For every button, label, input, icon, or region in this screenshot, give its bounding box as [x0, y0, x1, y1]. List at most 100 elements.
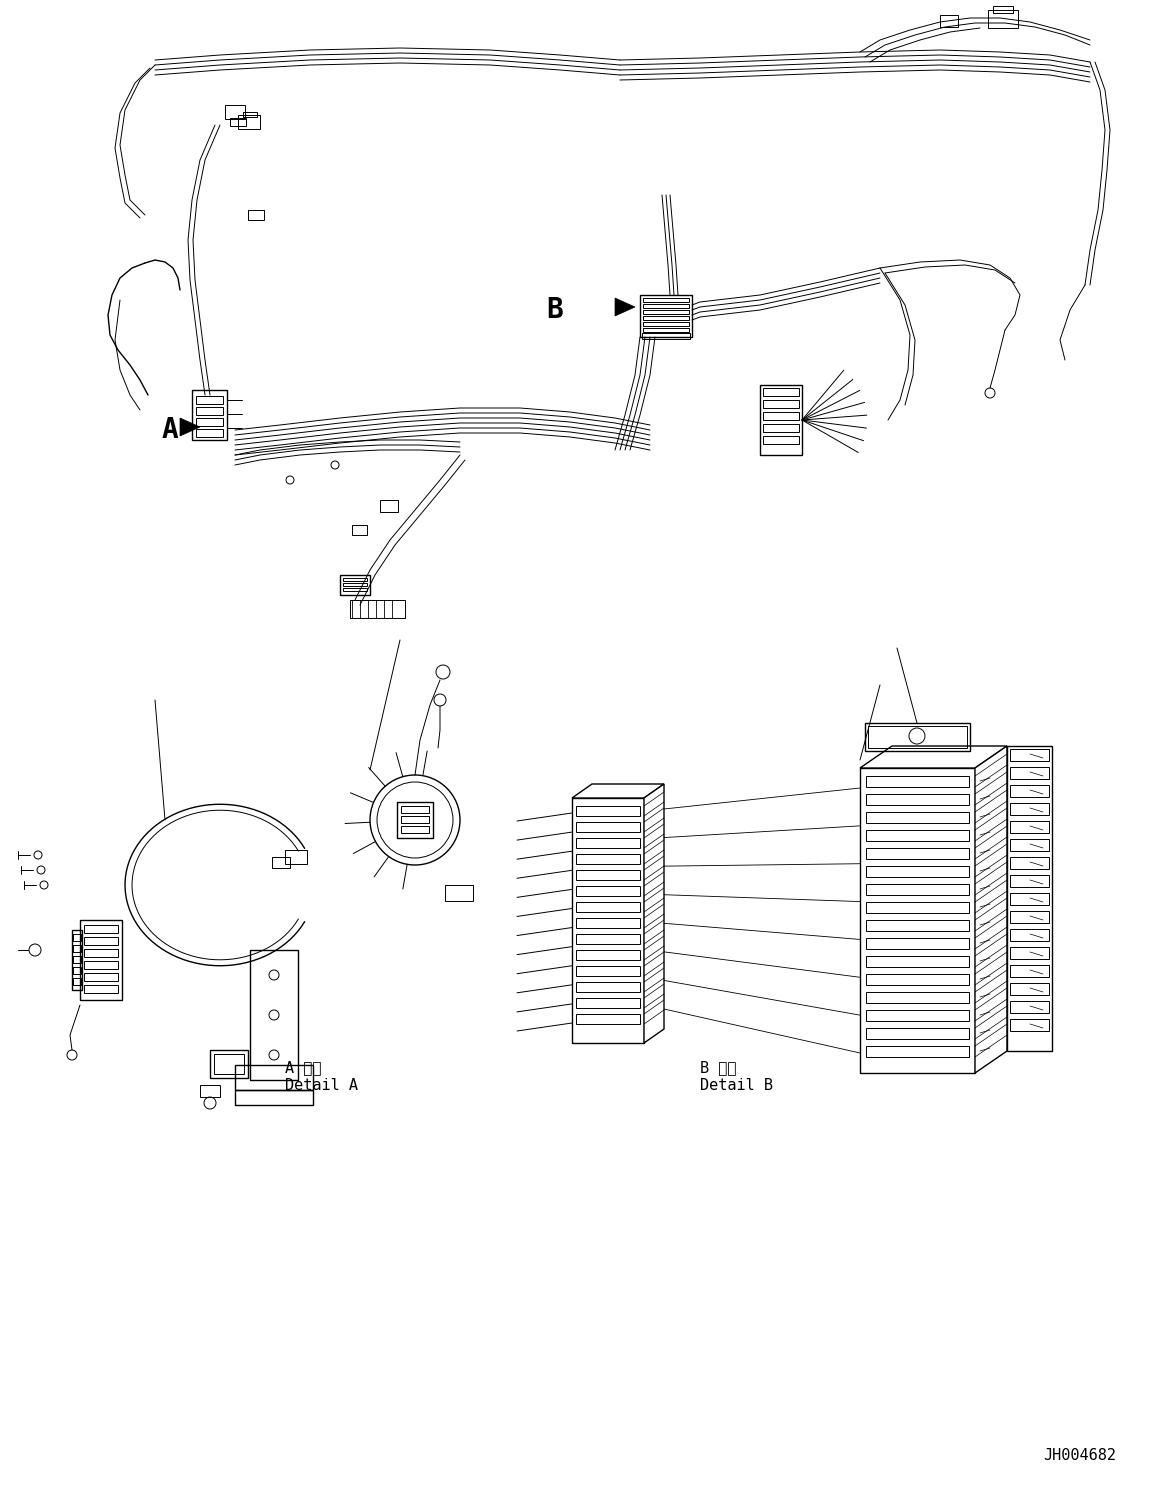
Bar: [643, 327, 688, 332]
Bar: [272, 857, 290, 868]
Bar: [1009, 1001, 1049, 1013]
Bar: [1009, 804, 1049, 815]
Bar: [866, 830, 969, 841]
Polygon shape: [572, 784, 664, 798]
Bar: [197, 408, 223, 415]
Polygon shape: [859, 745, 1007, 768]
Bar: [73, 967, 81, 975]
Bar: [84, 949, 117, 957]
Bar: [343, 588, 368, 591]
Bar: [576, 806, 640, 815]
Bar: [352, 525, 368, 536]
Bar: [866, 812, 969, 823]
Bar: [763, 412, 799, 420]
Bar: [576, 838, 640, 848]
Bar: [243, 112, 257, 118]
Bar: [859, 768, 975, 1073]
Bar: [197, 429, 223, 437]
Bar: [84, 937, 117, 945]
Bar: [763, 436, 799, 443]
Bar: [1009, 1019, 1049, 1031]
Bar: [84, 926, 117, 933]
Bar: [250, 949, 298, 1080]
Bar: [238, 115, 261, 129]
Text: B 詳細: B 詳細: [700, 1061, 736, 1076]
Bar: [1009, 748, 1049, 760]
Bar: [1007, 745, 1053, 1051]
Bar: [993, 6, 1013, 13]
Bar: [1009, 839, 1049, 851]
Bar: [866, 992, 969, 1003]
Text: Detail A: Detail A: [285, 1077, 358, 1092]
Bar: [401, 806, 429, 812]
Bar: [576, 821, 640, 832]
Bar: [576, 949, 640, 960]
Bar: [866, 777, 969, 787]
Bar: [865, 723, 970, 751]
Bar: [643, 304, 688, 308]
Bar: [940, 15, 958, 27]
Polygon shape: [975, 745, 1007, 1073]
Bar: [866, 1028, 969, 1039]
Bar: [380, 500, 398, 512]
Bar: [197, 396, 223, 405]
Bar: [866, 920, 969, 931]
Bar: [197, 418, 223, 426]
Bar: [73, 934, 81, 940]
Bar: [340, 574, 370, 595]
Polygon shape: [615, 298, 635, 315]
Bar: [576, 966, 640, 976]
Bar: [248, 210, 264, 220]
Bar: [866, 975, 969, 985]
Bar: [763, 400, 799, 408]
Bar: [643, 310, 688, 314]
Bar: [866, 848, 969, 859]
Bar: [1009, 966, 1049, 978]
Bar: [759, 385, 802, 455]
Bar: [1009, 946, 1049, 958]
Bar: [763, 388, 799, 396]
Bar: [866, 884, 969, 894]
Bar: [576, 934, 640, 943]
Bar: [572, 798, 644, 1043]
Bar: [84, 985, 117, 992]
Bar: [230, 118, 247, 126]
Bar: [211, 1051, 248, 1077]
Bar: [84, 961, 117, 969]
Bar: [576, 1013, 640, 1024]
Bar: [73, 945, 81, 952]
Bar: [866, 866, 969, 876]
Bar: [640, 295, 692, 336]
Text: Detail B: Detail B: [700, 1077, 773, 1092]
Bar: [576, 870, 640, 879]
Text: B: B: [547, 296, 563, 324]
Bar: [224, 106, 245, 119]
Bar: [866, 937, 969, 949]
Bar: [576, 982, 640, 992]
Text: A 詳細: A 詳細: [285, 1061, 321, 1076]
Bar: [350, 600, 405, 618]
Bar: [445, 885, 473, 902]
Bar: [866, 1010, 969, 1021]
Bar: [866, 795, 969, 805]
Bar: [214, 1054, 244, 1074]
Bar: [866, 1046, 969, 1056]
Text: A: A: [162, 417, 178, 443]
Bar: [80, 920, 122, 1000]
Bar: [200, 1085, 220, 1097]
Bar: [285, 850, 307, 865]
Bar: [343, 583, 368, 586]
Bar: [73, 978, 81, 985]
Text: JH004682: JH004682: [1043, 1448, 1116, 1463]
Bar: [576, 885, 640, 896]
Bar: [763, 424, 799, 432]
Bar: [989, 10, 1018, 28]
Bar: [397, 802, 433, 838]
Bar: [1009, 786, 1049, 798]
Bar: [868, 726, 966, 748]
Bar: [401, 815, 429, 823]
Bar: [1009, 821, 1049, 833]
Bar: [576, 998, 640, 1007]
Bar: [1009, 929, 1049, 940]
Polygon shape: [644, 784, 664, 1043]
